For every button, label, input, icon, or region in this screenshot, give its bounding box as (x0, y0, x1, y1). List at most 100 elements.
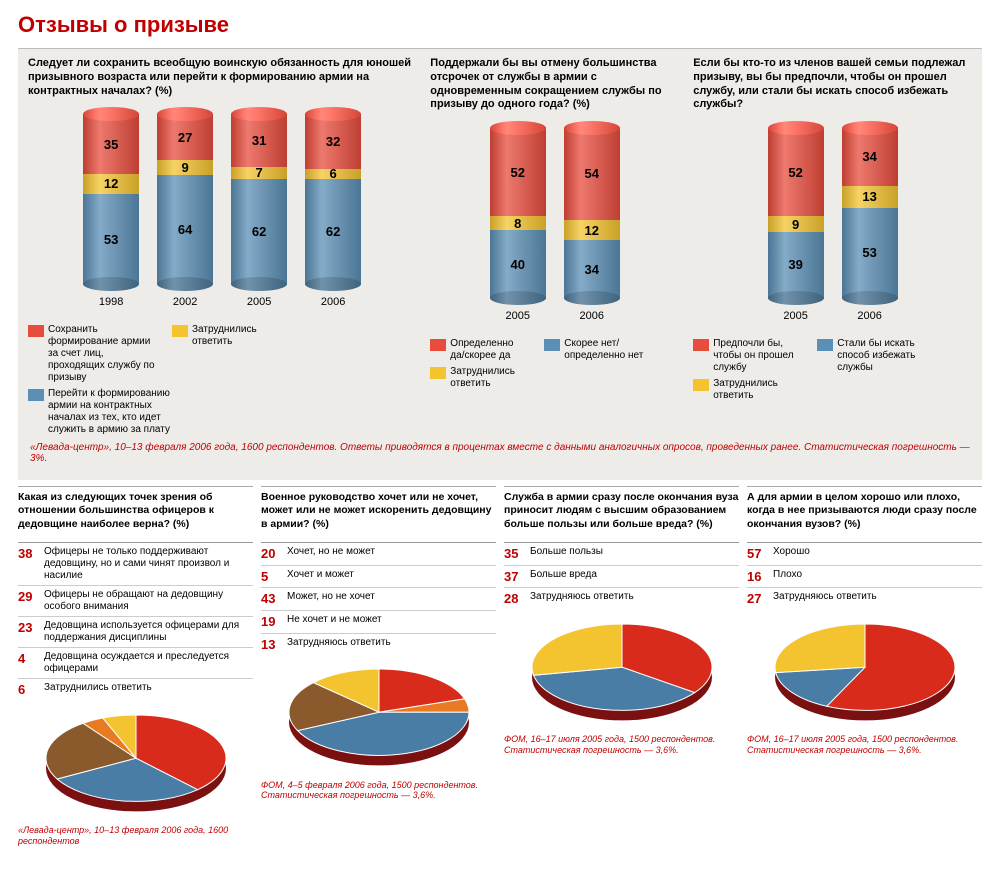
cyl-segment: 34 (564, 240, 620, 298)
cyl-segment: 9 (768, 216, 824, 231)
swatch (693, 379, 709, 391)
pie-item-text: Не хочет и не может (287, 614, 382, 626)
legend-text: Затруднились ответить (713, 378, 793, 402)
pie-chart (524, 616, 720, 728)
pie-item: 13 Затрудняюсь ответить (261, 633, 496, 656)
top-source: «Левада-центр», 10–13 февраля 2006 года,… (30, 442, 972, 464)
cylinder: 5412342006 (564, 128, 620, 322)
pie-item: 57Хорошо (747, 542, 982, 565)
legend-text: Стали бы искать способ избежать службы (837, 338, 927, 374)
pie-item: 20Хочет, но не может (261, 542, 496, 565)
bottom-col-0: Какая из следующих точек зрения об отнош… (18, 486, 253, 846)
legend-item: Предпочли бы, чтобы он прошел службу (693, 338, 803, 374)
legend-text: Предпочли бы, чтобы он прошел службу (713, 338, 803, 374)
year-label: 2002 (173, 296, 197, 308)
cyl-segment: 52 (768, 128, 824, 216)
cylinder: 3413532006 (842, 128, 898, 322)
pie-item-text: Хорошо (773, 546, 810, 558)
cyl-segment: 39 (768, 232, 824, 298)
cyl-segment: 34 (842, 128, 898, 186)
pie-source: ФОМ, 16–17 июля 2005 года, 1500 респонде… (747, 734, 982, 755)
pie-item-pct: 19 (261, 614, 283, 630)
swatch (430, 339, 446, 351)
cyl-segment: 6 (305, 169, 361, 179)
cyl-segment: 52 (490, 128, 546, 216)
pie-source: ФОМ, 16–17 июля 2005 года, 1500 респонде… (504, 734, 739, 755)
year-label: 2005 (247, 296, 271, 308)
cyl-segment: 12 (83, 174, 139, 194)
pie-question: Служба в армии сразу после окончания вуз… (504, 486, 739, 538)
cyl-segment: 9 (157, 160, 213, 175)
top-group-1: Поддержали бы вы отмену большинства отср… (430, 57, 679, 436)
pie-item-pct: 6 (18, 682, 40, 698)
pie-item-text: Плохо (773, 569, 802, 581)
pie-item-text: Затруднились ответить (44, 682, 152, 694)
pie-item-pct: 29 (18, 589, 40, 605)
pie-item: 6 Затруднились ответить (18, 678, 253, 701)
legend-text: Перейти к формированию армии на контракт… (48, 388, 178, 436)
bottom-panel: Какая из следующих точек зрения об отнош… (18, 486, 982, 846)
pie-item: 27 Затрудняюсь ответить (747, 587, 982, 610)
legend: Определенно да/скорее да Скорее нет/опред… (430, 338, 679, 390)
pie-chart (38, 707, 234, 819)
cylinder: 317622005 (231, 114, 287, 308)
cyl-segment: 53 (83, 194, 139, 284)
cyl-segment: 27 (157, 114, 213, 160)
cyl-segment: 12 (564, 220, 620, 240)
pie-item: 43Может, но не хочет (261, 587, 496, 610)
pie-item-text: Офицеры не обращают на дедовщину особого… (44, 589, 253, 613)
pie-item-text: Затрудняюсь ответить (287, 637, 391, 649)
pie-holder (747, 616, 982, 728)
legend-item: Определенно да/скорее да (430, 338, 530, 362)
legend-text: Определенно да/скорее да (450, 338, 530, 362)
legend-item: Сохранить формирование армии за счет лиц… (28, 324, 158, 384)
pie-question: Военное руководство хочет или не хочет, … (261, 486, 496, 538)
legend-item: Перейти к формированию армии на контракт… (28, 388, 178, 436)
pie-item-text: Больше пользы (530, 546, 603, 558)
pie-chart (281, 661, 477, 773)
legend-text: Затруднились ответить (192, 324, 262, 348)
pie-item-pct: 27 (747, 591, 769, 607)
year-label: 2005 (506, 310, 530, 322)
cyl-segment: 13 (842, 186, 898, 208)
pie-item-text: Хочет и может (287, 569, 354, 581)
pie-question: А для армии в целом хорошо или плохо, ко… (747, 486, 982, 538)
year-label: 1998 (99, 296, 123, 308)
swatch (28, 325, 44, 337)
legend: Предпочли бы, чтобы он прошел службу Стал… (693, 338, 972, 402)
bottom-col-3: А для армии в целом хорошо или плохо, ко… (747, 486, 982, 846)
pie-item-text: Офицеры не только поддерживают дедовщину… (44, 546, 253, 582)
legend-item: Затруднились ответить (430, 366, 530, 390)
pie-item: 19 Не хочет и не может (261, 610, 496, 633)
pie-item-text: Больше вреда (530, 569, 597, 581)
question-text: Следует ли сохранить всеобщую воинскую о… (28, 57, 416, 98)
swatch (430, 367, 446, 379)
pie-item: 35Больше пользы (504, 542, 739, 565)
pie-source: ФОМ, 4–5 февраля 2006 года, 1500 респонд… (261, 780, 496, 801)
legend-text: Скорее нет/определенно нет (564, 338, 644, 362)
pie-item: 28Затрудняюсь ответить (504, 587, 739, 610)
pie-item: 38Офицеры не только поддерживают дедовщи… (18, 542, 253, 585)
cyl-segment: 32 (305, 114, 361, 168)
pie-item-text: Затрудняюсь ответить (773, 591, 877, 603)
cyl-segment: 31 (231, 114, 287, 167)
pie-item-pct: 38 (18, 546, 40, 562)
question-text: Поддержали бы вы отмену большинства отср… (430, 57, 679, 112)
pie-chart (767, 616, 963, 728)
pie-question: Какая из следующих точек зрения об отнош… (18, 486, 253, 538)
cyl-segment: 62 (231, 179, 287, 284)
legend-item: Скорее нет/определенно нет (544, 338, 644, 362)
pie-item: 37Больше вреда (504, 565, 739, 588)
cylinder: 279642002 (157, 114, 213, 308)
pie-item-pct: 13 (261, 637, 283, 653)
pie-item: 5Хочет и может (261, 565, 496, 588)
pie-item-text: Может, но не хочет (287, 591, 375, 603)
year-label: 2006 (580, 310, 604, 322)
pie-item-text: Затрудняюсь ответить (530, 591, 634, 603)
pie-item-pct: 4 (18, 651, 40, 667)
legend-text: Затруднились ответить (450, 366, 530, 390)
swatch (544, 339, 560, 351)
pie-item: 16Плохо (747, 565, 982, 588)
pie-item-text: Дедовщина используется офицерами для под… (44, 620, 253, 644)
legend-item: Затруднились ответить (172, 324, 262, 384)
